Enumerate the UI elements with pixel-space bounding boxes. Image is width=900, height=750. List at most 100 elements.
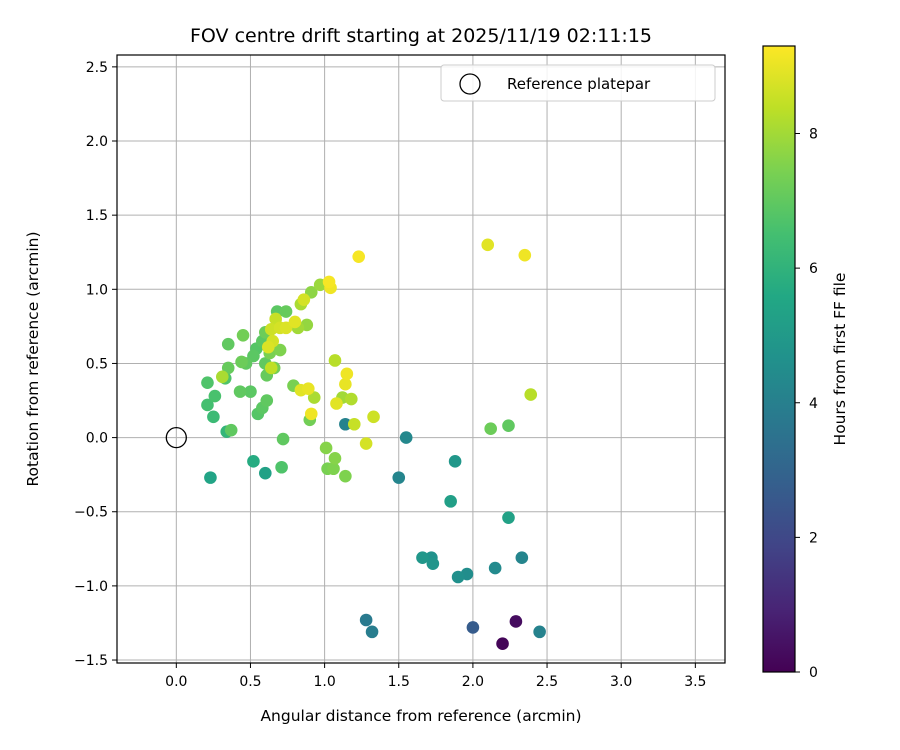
x-axis-label: Angular distance from reference (arcmin) — [260, 707, 581, 725]
scatter-point — [496, 637, 509, 651]
axis-ticks: 0.0 0.5 1.0 1.5 2.0 2.5 3.0 3.5 −1.5 −1.0 −0.5 0.0 0… — [74, 60, 706, 690]
scatter-point — [484, 422, 497, 435]
scatter-point — [533, 625, 546, 639]
scatter-point — [322, 275, 336, 289]
scatter-point — [247, 455, 260, 468]
colorbar-ticks: 0 2 4 6 8 — [795, 127, 818, 681]
scatter-point — [235, 355, 248, 369]
x-tick-label: 1.0 — [313, 674, 335, 690]
scatter-point — [221, 361, 235, 375]
scatter-point — [236, 328, 250, 342]
scatter-point — [224, 423, 238, 437]
scatter-point — [288, 315, 302, 329]
scatter-point — [330, 397, 343, 410]
scatter-point — [301, 382, 315, 395]
x-tick-label: 3.0 — [610, 674, 632, 690]
scatter-point — [339, 417, 352, 431]
scatter-point — [328, 354, 342, 367]
scatter-point — [327, 462, 340, 476]
y-tick-label: 2.0 — [86, 134, 108, 150]
scatter-point — [399, 431, 413, 444]
y-tick-label: 1.0 — [86, 282, 108, 298]
scatter-point — [260, 394, 274, 407]
y-tick-label: 2.5 — [86, 60, 108, 76]
scatter-point — [444, 495, 457, 508]
scatter-point — [502, 419, 515, 433]
legend-entry-label: Reference platepar — [507, 75, 651, 93]
scatter-point — [518, 248, 532, 262]
y-tick-label: 0.0 — [86, 431, 108, 447]
scatter-point — [279, 305, 293, 318]
x-tick-label: 2.0 — [462, 674, 484, 690]
x-tick-label: 0.0 — [165, 674, 187, 690]
legend: Reference platepar — [440, 64, 716, 102]
scatter-point — [359, 437, 373, 450]
scatter-point — [481, 238, 495, 252]
scatter-point — [365, 625, 379, 639]
colorbar-tick-label: 4 — [809, 396, 818, 412]
y-tick-label: 0.5 — [86, 356, 108, 372]
scatter-point — [208, 389, 222, 403]
scatter-point — [340, 367, 354, 381]
scatter-point — [509, 615, 523, 628]
colorbar-tick-label: 2 — [809, 530, 818, 546]
scatter-point — [367, 410, 380, 424]
scatter-point — [221, 337, 235, 351]
scatter-point — [258, 466, 272, 480]
scatter-point — [515, 551, 529, 565]
scatter-point — [207, 410, 220, 424]
y-axis-label: Rotation from reference (arcmin) — [24, 231, 42, 486]
scatter-point — [352, 250, 366, 263]
y-tick-label: −0.5 — [74, 505, 108, 521]
scatter-point — [201, 376, 214, 390]
scatter-point — [204, 471, 217, 484]
scatter-point — [319, 441, 333, 455]
legend-reference-marker — [459, 73, 481, 95]
scatter-point — [264, 361, 278, 375]
scatter-point — [448, 455, 462, 468]
scatter-point — [297, 293, 311, 306]
colorbar-tick-label: 8 — [809, 127, 818, 143]
scatter-point — [451, 570, 465, 584]
scatter-point — [359, 613, 373, 627]
scatter-point — [339, 469, 352, 483]
x-tick-label: 3.5 — [684, 674, 706, 690]
scatter-point — [466, 621, 480, 634]
legend-box — [440, 64, 716, 102]
y-tick-label: −1.0 — [74, 579, 108, 595]
scatter-point — [328, 452, 342, 465]
scatter-point — [502, 511, 515, 524]
scatter-point — [488, 561, 502, 575]
colorbar-gradient — [762, 45, 796, 673]
x-tick-label: 1.5 — [388, 674, 410, 690]
scatter-point — [215, 370, 229, 384]
scatter-point — [339, 377, 352, 391]
colorbar-tick-label: 6 — [809, 261, 818, 277]
scatter-point — [273, 343, 287, 357]
scatter-point — [261, 340, 275, 354]
reference-platepar-marker — [165, 426, 187, 449]
scatter-point — [426, 557, 440, 570]
colorbar: 0 2 4 6 8 Hours from first FF file — [762, 45, 849, 681]
scatter-point — [276, 432, 290, 446]
scatter-point — [345, 392, 358, 406]
scatter-point — [244, 385, 257, 398]
scatter-point — [275, 460, 288, 474]
scatter-point — [233, 385, 247, 398]
colorbar-tick-label: 0 — [809, 665, 818, 681]
colorbar-label: Hours from first FF file — [831, 273, 849, 446]
x-tick-label: 2.5 — [536, 674, 558, 690]
chart-title: FOV centre drift starting at 2025/11/19 … — [190, 25, 652, 47]
scatter-point — [304, 407, 318, 421]
scatter-point — [524, 388, 538, 401]
grid-lines — [117, 55, 725, 663]
scatter-point — [279, 321, 293, 335]
scatter-point — [201, 398, 214, 412]
scatter-points — [201, 238, 546, 651]
scatter-point — [392, 471, 406, 484]
x-tick-label: 0.5 — [239, 674, 261, 690]
plot-frame — [116, 54, 726, 664]
scatter-point — [307, 391, 321, 404]
scatter-point — [416, 551, 429, 565]
